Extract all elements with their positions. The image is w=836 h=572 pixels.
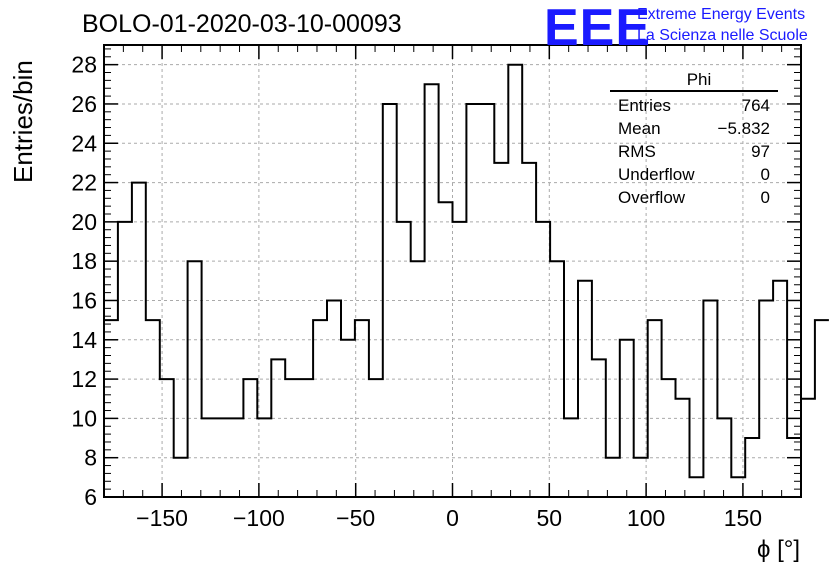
- y-tick-label: 8: [84, 445, 97, 471]
- x-axis-label: ϕ [°]: [757, 536, 800, 563]
- x-tick-label: 50: [537, 505, 563, 531]
- x-tick-label: 0: [446, 505, 459, 531]
- y-tick-label: 24: [71, 130, 97, 156]
- chart-title: BOLO-01-2020-03-10-00093: [82, 10, 402, 38]
- y-tick-label: 12: [71, 366, 97, 392]
- y-tick-label: 26: [71, 91, 97, 117]
- x-tick-label: −100: [233, 505, 285, 531]
- stats-value: 0: [760, 165, 770, 184]
- x-tick-label: −50: [336, 505, 375, 531]
- axis-ticks: [103, 45, 802, 498]
- x-tick-label: 100: [627, 505, 665, 531]
- y-tick-label: 14: [71, 327, 97, 353]
- logo-caption: Extreme Energy Events La Scienza nelle S…: [637, 4, 808, 46]
- stats-row-rms: RMS 97: [610, 140, 778, 163]
- statistics-box: Phi Entries 764 Mean −5.832 RMS 97 Under…: [610, 70, 778, 209]
- stats-label: Entries: [618, 96, 671, 115]
- logo-caption-line2: La Scienza nelle Scuole: [637, 27, 808, 44]
- y-tick-label: 28: [71, 52, 97, 78]
- stats-label: Underflow: [618, 165, 695, 184]
- eee-logo: EEE: [544, 0, 652, 57]
- x-tick-label: 150: [724, 505, 762, 531]
- stats-divider: [610, 90, 778, 92]
- stats-row-entries: Entries 764: [610, 94, 778, 117]
- stats-label: Overflow: [618, 188, 686, 207]
- stats-title: Phi: [686, 70, 712, 89]
- y-tick-label: 18: [71, 248, 97, 274]
- logo-caption-line1: Extreme Energy Events: [637, 6, 806, 23]
- stats-value: 764: [741, 96, 770, 115]
- y-tick-label: 10: [71, 405, 97, 431]
- histogram-series-phi: [104, 63, 829, 479]
- stats-row-overflow: Overflow 0: [610, 186, 778, 209]
- tick-labels: −150 −100 −50 0 50 100 150 6 8 10 12 14 16 18 20 22 24 26…: [71, 52, 762, 531]
- stats-row-mean: Mean −5.832: [610, 117, 778, 140]
- stats-row-underflow: Underflow 0: [610, 163, 778, 186]
- y-tick-label: 22: [71, 170, 97, 196]
- y-tick-label: 20: [71, 209, 97, 235]
- stats-value: 97: [751, 142, 770, 161]
- y-tick-label: 16: [71, 287, 97, 313]
- stats-value: −5.832: [717, 119, 770, 138]
- y-axis-label: Entries/bin: [8, 60, 38, 183]
- stats-value: 0: [760, 188, 770, 207]
- y-tick-label: 6: [84, 484, 97, 510]
- stats-label: Mean: [618, 119, 661, 138]
- x-tick-label: −150: [136, 505, 188, 531]
- stats-label: RMS: [618, 142, 656, 161]
